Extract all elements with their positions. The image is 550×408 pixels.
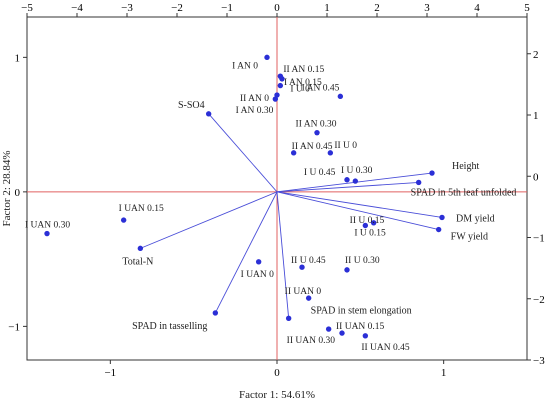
bottom-tick-label: 0 bbox=[274, 367, 280, 379]
observation-label: I UAN 0.30 bbox=[25, 221, 70, 231]
bottom-tick-label: −1 bbox=[104, 367, 116, 379]
observation-label: II UAN 0 bbox=[285, 287, 322, 297]
right-tick-label: −2 bbox=[533, 294, 545, 306]
observation-label: II UAN 0.45 bbox=[361, 343, 410, 353]
observation-point bbox=[362, 333, 369, 339]
observation-points: I AN 0 II AN 0.15 I AN 0.15I U 0I AN 0.45 I… bbox=[25, 54, 410, 353]
variable-point bbox=[285, 315, 292, 322]
variable-point bbox=[429, 170, 435, 176]
observation-point bbox=[314, 129, 320, 136]
top-tick-label: 1 bbox=[324, 2, 330, 14]
observation-point bbox=[339, 330, 345, 336]
axis-ticks: −1 0 1 −5 −4 −3 −2 −1 0 1 2 3 4 5 −1 0 1 −3 −2 −1 0 1 2 bbox=[8, 2, 545, 379]
variable-point bbox=[212, 310, 219, 316]
observation-label: II AN 0.30 bbox=[296, 120, 337, 130]
observation-point bbox=[344, 267, 350, 273]
observation-point bbox=[344, 177, 350, 183]
observation-label: I U 0 bbox=[290, 85, 310, 95]
variable-vector bbox=[208, 113, 278, 193]
variable-label: S-SO4 bbox=[178, 100, 205, 111]
top-tick-label: 5 bbox=[524, 2, 530, 14]
right-tick-label: 2 bbox=[533, 49, 539, 61]
observation-point bbox=[305, 295, 312, 301]
top-tick-label: −1 bbox=[221, 2, 233, 14]
variable-vector bbox=[276, 191, 290, 319]
observation-label: II U 0.30 bbox=[345, 256, 380, 266]
top-tick-label: −4 bbox=[71, 2, 83, 14]
observation-label: II U 0.15 bbox=[350, 216, 385, 226]
observation-point bbox=[272, 96, 279, 102]
top-tick-label: −3 bbox=[121, 2, 133, 14]
top-tick-label: 4 bbox=[474, 2, 480, 14]
variable-point bbox=[439, 214, 445, 221]
variable-label: DM yield bbox=[456, 213, 495, 224]
variable-label: FW yield bbox=[451, 232, 488, 243]
x-axis-title: Factor 1: 54.61% bbox=[239, 389, 315, 401]
right-tick-label: −3 bbox=[533, 355, 545, 367]
right-tick-label: −1 bbox=[533, 233, 545, 245]
variable-vector bbox=[214, 191, 278, 314]
observation-point bbox=[327, 150, 334, 156]
variable-label: SPAD in stem elongation bbox=[311, 305, 412, 316]
y-axis-title: Factor 2: 28.84% bbox=[1, 150, 13, 226]
right-tick-label: 1 bbox=[533, 110, 539, 122]
observation-point bbox=[44, 230, 50, 237]
variable-vectors: S-SO4 Height SPAD in 5th leaf unfolded DM y… bbox=[122, 100, 516, 332]
variable-point bbox=[435, 226, 442, 233]
observation-label: II UAN 0.15 bbox=[336, 322, 385, 332]
observation-label: I AN 0 bbox=[232, 61, 258, 71]
variable-point bbox=[137, 245, 144, 252]
variable-vector bbox=[140, 191, 278, 249]
variable-vector bbox=[276, 181, 419, 193]
observation-point bbox=[337, 93, 344, 100]
observation-label: I AN 0.45 bbox=[302, 83, 340, 93]
observation-label: II AN 0.15 bbox=[283, 65, 324, 75]
top-tick-label: 3 bbox=[424, 2, 430, 14]
observation-label: II AN 0.45 bbox=[292, 142, 333, 152]
observation-label: II UAN 0.30 bbox=[287, 336, 336, 346]
observation-label: II U 0.45 bbox=[291, 256, 326, 266]
variable-vector bbox=[276, 191, 443, 218]
top-tick-label: 2 bbox=[374, 2, 380, 14]
observation-label: I AN 0.15 bbox=[284, 78, 322, 88]
observation-point bbox=[274, 92, 280, 98]
variable-label: SPAD in tasselling bbox=[132, 321, 207, 332]
left-tick-label: −1 bbox=[8, 321, 20, 333]
observation-label: I AN 0.30 bbox=[236, 106, 274, 116]
observation-point bbox=[290, 150, 297, 156]
observation-point bbox=[120, 217, 127, 223]
observation-point bbox=[264, 54, 270, 61]
variable-label: Total-N bbox=[122, 256, 153, 267]
left-tick-label: 0 bbox=[15, 187, 21, 199]
bottom-tick-label: 1 bbox=[441, 367, 447, 379]
variable-label: SPAD in 5th leaf unfolded bbox=[411, 187, 517, 198]
top-tick-label: 0 bbox=[274, 2, 280, 14]
observation-label: II AN 0 bbox=[240, 94, 269, 104]
observation-point bbox=[325, 326, 332, 332]
top-tick-label: −2 bbox=[171, 2, 183, 14]
observation-point bbox=[370, 220, 377, 226]
observation-point bbox=[255, 259, 262, 265]
variable-point bbox=[205, 111, 212, 117]
observation-label: I U 0.15 bbox=[354, 228, 386, 238]
left-tick-label: 1 bbox=[15, 52, 21, 64]
observation-label: I U 0.30 bbox=[341, 166, 373, 176]
observation-point bbox=[362, 222, 369, 229]
observation-label: I U 0.45 bbox=[304, 168, 336, 178]
observation-point bbox=[279, 76, 285, 82]
observation-point bbox=[277, 82, 284, 89]
observation-point bbox=[299, 264, 305, 270]
observation-label: II U 0 bbox=[334, 141, 357, 151]
variable-point bbox=[415, 179, 422, 186]
observation-label: I UAN 0.15 bbox=[119, 204, 164, 214]
top-tick-label: −5 bbox=[21, 2, 33, 14]
variable-label: Height bbox=[452, 161, 479, 172]
variable-vector bbox=[276, 191, 439, 230]
observation-label: I UAN 0 bbox=[241, 270, 274, 280]
observation-point bbox=[352, 178, 359, 184]
right-tick-label: 0 bbox=[533, 171, 539, 183]
